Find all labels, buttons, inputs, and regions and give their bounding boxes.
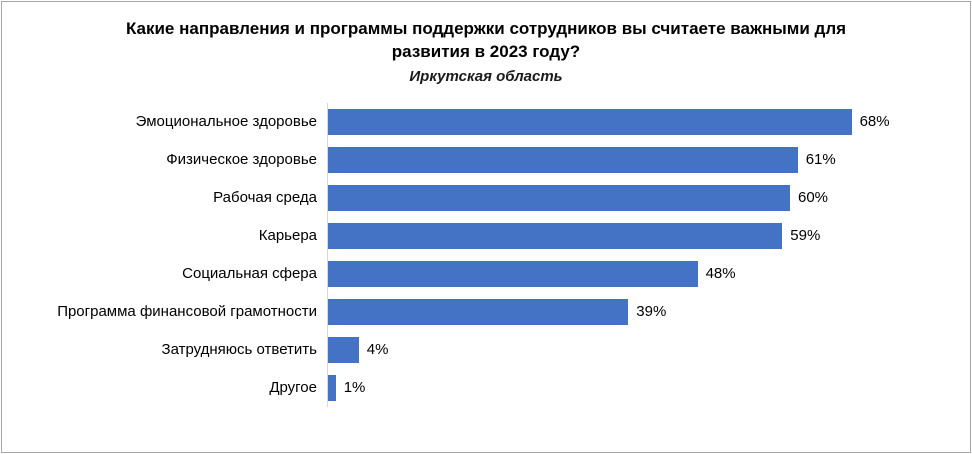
bar-track: 59% <box>327 216 970 255</box>
category-label: Социальная сфера <box>182 265 317 283</box>
bar-track: 61% <box>327 140 970 179</box>
category-label: Карьера <box>258 227 317 245</box>
value-label: 39% <box>636 303 667 321</box>
chart-row: Карьера 59% <box>2 216 970 255</box>
chart-row: Социальная сфера 48% <box>2 254 970 293</box>
value-label: 4% <box>366 341 389 359</box>
chart-row: Физическое здоровье 61% <box>2 140 970 179</box>
value-label: 1% <box>343 379 366 397</box>
chart-row: Эмоциональное здоровье 68% <box>2 102 970 141</box>
category-label: Программа финансовой грамотности <box>57 303 317 321</box>
bar <box>328 222 783 249</box>
category-label: Другое <box>269 379 317 397</box>
bar-track: 1% <box>327 368 970 407</box>
chart-row: Программа финансовой грамотности 39% <box>2 292 970 331</box>
category-label: Эмоциональное здоровье <box>135 113 317 131</box>
bar <box>328 298 629 325</box>
bar-track: 39% <box>327 292 970 331</box>
chart-row: Рабочая среда 60% <box>2 178 970 217</box>
bar <box>328 260 698 287</box>
chart-row: Другое 1% <box>2 368 970 407</box>
value-label: 48% <box>705 265 736 283</box>
bar-track: 4% <box>327 330 970 369</box>
bar <box>328 184 790 211</box>
bar <box>328 374 336 401</box>
category-label: Физическое здоровье <box>166 151 317 169</box>
bar <box>328 146 798 173</box>
plot-area: Эмоциональное здоровье 68% Физическое здор… <box>2 102 970 407</box>
bar-track: 48% <box>327 254 970 293</box>
title-block: Какие направления и программы поддержки … <box>2 18 970 85</box>
chart-subtitle: Иркутская область <box>409 67 563 85</box>
value-label: 68% <box>859 113 890 131</box>
chart-title: Какие направления и программы поддержки … <box>125 19 847 61</box>
bar <box>328 108 852 135</box>
bar-track: 60% <box>327 178 970 217</box>
value-label: 60% <box>798 189 829 207</box>
value-label: 59% <box>790 227 821 245</box>
category-label: Рабочая среда <box>213 189 317 207</box>
bar-track: 68% <box>327 102 970 141</box>
category-label: Затрудняюсь ответить <box>161 341 317 359</box>
chart-row: Затрудняюсь ответить 4% <box>2 330 970 369</box>
bar <box>328 336 359 363</box>
value-label: 61% <box>805 151 836 169</box>
